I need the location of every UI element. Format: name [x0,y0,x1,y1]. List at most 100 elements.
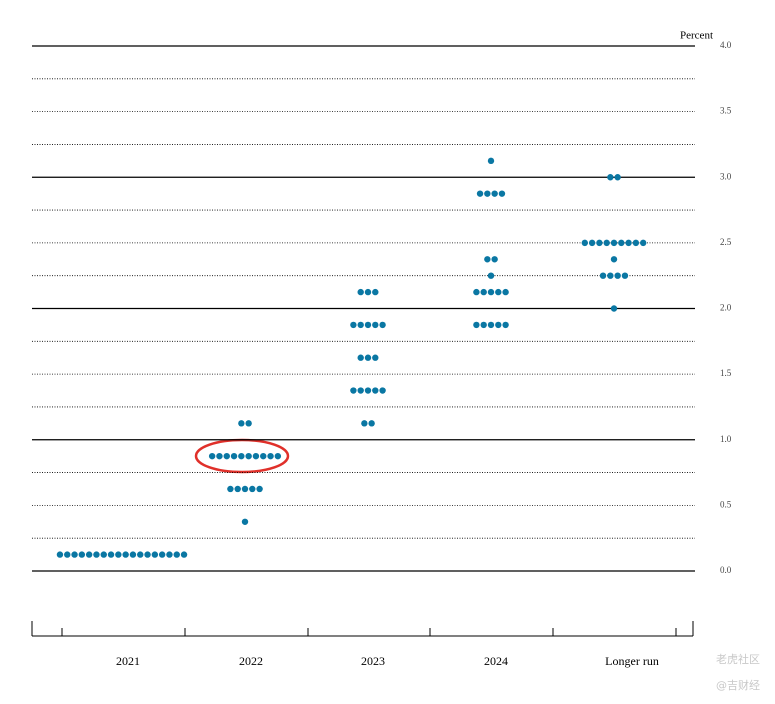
y-tick-label: 0.5 [720,499,732,509]
dot [78,551,86,558]
x-axis [31,621,694,637]
dot [223,452,230,460]
dot [158,551,166,558]
x-tick-label: 2023 [361,654,385,668]
dot [480,321,487,329]
dot [484,256,491,263]
dot [144,551,151,558]
y-tick-label: 4.0 [720,40,732,50]
dot [256,485,263,493]
dot [180,551,188,558]
dot [491,190,498,197]
dot [640,239,647,247]
dot [129,551,137,558]
dot [607,272,614,279]
dot [364,288,372,296]
dot [137,551,144,558]
x-tick-label: 2021 [116,654,140,668]
dot [64,551,71,558]
dot [71,551,78,558]
y-tick-label: 0.0 [720,565,732,575]
dot [621,272,629,279]
dot [357,354,364,361]
dot [93,551,100,558]
dot [607,174,614,181]
dot [502,288,509,296]
dot [581,239,588,247]
dot [267,452,274,460]
dot [238,420,245,427]
dot [357,321,364,329]
dot [379,387,386,394]
dot [625,239,632,247]
dot [487,321,495,329]
y-tick-label: 3.5 [720,106,732,116]
dot [603,239,610,247]
dot [473,288,480,296]
dot [208,452,216,460]
dot [249,485,256,493]
y-tick-label: 2.5 [720,237,732,247]
dot [495,288,502,296]
dot [368,420,375,427]
dot [234,485,241,493]
dot [614,174,621,181]
dot [241,485,249,493]
dot [495,321,502,329]
dot [350,387,357,394]
dot [480,288,487,296]
dot [151,551,159,558]
dot [487,288,495,296]
dot [484,190,491,197]
dot [364,387,372,394]
dot [610,256,618,263]
dot [632,239,640,247]
dot [372,288,379,296]
dot [614,272,621,279]
dot [596,239,603,247]
dot [610,305,618,312]
dot [100,551,107,558]
source-mark: @吉财经 [716,678,760,692]
dot [350,321,357,329]
dot [357,288,364,296]
dot [238,452,245,460]
dot [372,387,379,394]
watermark: 老虎社区 [716,652,760,666]
dot [227,485,234,493]
dot [610,239,618,247]
dot [599,272,607,279]
y-axis-label: Percent [680,30,713,42]
x-tick-label: Longer run [605,654,659,668]
dot [122,551,129,558]
y-tick-label: 1.5 [720,368,732,378]
dot [56,551,64,558]
y-tick-label: 3.0 [720,171,732,181]
dot [498,190,506,197]
dot [487,272,495,279]
dot [361,420,368,427]
dot [618,239,625,247]
dot [372,321,379,329]
dot [107,551,115,558]
dot [274,452,282,460]
dot [241,518,249,525]
dot [85,551,93,558]
dot [473,321,480,329]
dot [588,239,596,247]
dot [357,387,364,394]
dot [230,452,238,460]
dot [491,256,498,263]
dot [260,452,267,460]
dot [245,452,252,460]
dot [379,321,386,329]
dot [173,551,180,558]
dot [252,452,260,460]
dot [476,190,484,197]
dot [372,354,379,361]
dot [245,420,252,427]
y-tick-label: 2.0 [720,303,732,313]
dot [166,551,173,558]
dot [502,321,509,329]
